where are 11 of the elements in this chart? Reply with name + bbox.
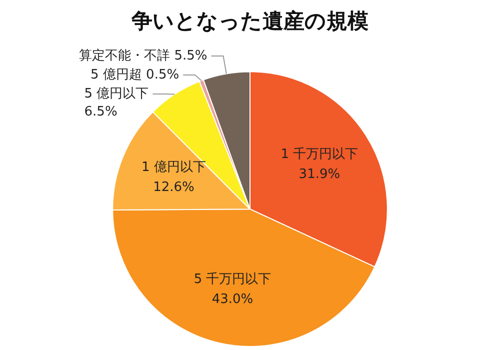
slice-label: 5 億円超 0.5% bbox=[90, 67, 180, 82]
data-label: 43.0% bbox=[212, 292, 254, 308]
slice-label: 算定不能・不詳 5.5% bbox=[79, 48, 208, 64]
slice-label: 5 億円以下 bbox=[84, 86, 149, 102]
slice-label: 1 億円以下 bbox=[142, 160, 206, 176]
slice-label: 1 千万円以下 bbox=[280, 147, 358, 162]
data-label: 6.5% bbox=[84, 104, 118, 120]
data-label: 31.9% bbox=[298, 167, 340, 182]
slice-label: 5 千万円以下 bbox=[194, 272, 272, 288]
data-label: 12.6% bbox=[153, 180, 194, 196]
chart-title: 争いとなった遺産の規模 bbox=[130, 9, 368, 34]
